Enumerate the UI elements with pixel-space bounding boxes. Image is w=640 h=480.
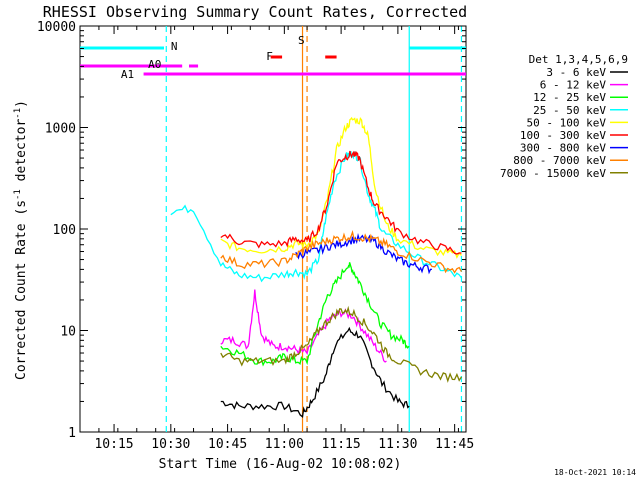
- annotations: N A0 A1 F S: [80, 34, 466, 81]
- legend-header: Det 1,3,4,5,6,9: [529, 53, 628, 66]
- y-axis-label-mid: detector: [14, 119, 29, 190]
- series-line: [220, 116, 462, 259]
- x-tick-label: 11:45: [435, 437, 474, 452]
- y-axis-label-sup1: -1: [13, 189, 23, 200]
- legend-label: 25 - 50 keV: [533, 104, 606, 117]
- x-tick-label: 11:30: [378, 437, 417, 452]
- plot-border: [79, 25, 467, 433]
- legend-label: 800 - 7000 keV: [513, 154, 606, 167]
- x-tick-label: 10:45: [208, 437, 247, 452]
- series-line: [220, 305, 463, 383]
- x-axis-label: Start Time (16-Aug-02 10:08:02): [159, 457, 402, 472]
- y-tick-label: 10000: [37, 20, 76, 35]
- series-line: [220, 289, 387, 363]
- legend-label: 7000 - 15000 keV: [500, 167, 606, 180]
- legend-label: 300 - 800 keV: [520, 142, 606, 155]
- y-axis-label-main: Corrected Count Rate (s: [14, 200, 29, 380]
- x-tick-label: 11:15: [322, 437, 361, 452]
- attenuator-a0-label: A0: [148, 58, 161, 71]
- attenuator-a1-label: A1: [121, 68, 134, 81]
- saa-label: S: [298, 34, 305, 47]
- footer-date: 18-Oct-2021 10:14: [554, 468, 636, 477]
- legend-label: 3 - 6 keV: [546, 66, 606, 79]
- series-line: [170, 150, 463, 283]
- x-tick-label: 10:30: [151, 437, 190, 452]
- plot-frame: [79, 25, 467, 433]
- legend-label: 6 - 12 keV: [540, 79, 607, 92]
- legend-label: 12 - 25 keV: [533, 91, 606, 104]
- series-line: [220, 230, 463, 274]
- y-tick-label: 100: [53, 223, 76, 238]
- legend-label: 100 - 300 keV: [520, 129, 606, 142]
- y-tick-label: 10: [60, 325, 76, 340]
- y-tick-label: 1000: [45, 122, 76, 137]
- night-label: N: [171, 40, 178, 53]
- series-line: [220, 262, 410, 367]
- series-lines: [170, 116, 463, 419]
- chart-title: RHESSI Observing Summary Count Rates, Co…: [43, 3, 467, 21]
- y-axis-label-sup2: -1: [13, 108, 23, 119]
- legend-label: 50 - 100 keV: [527, 116, 607, 129]
- x-tick-label: 11:00: [265, 437, 304, 452]
- series-line: [220, 326, 410, 419]
- axes: 10:15 10:30 10:45 11:00 11:15 11:30 11:45 1 10 10…: [37, 20, 474, 452]
- y-axis-label-end: ): [14, 100, 29, 108]
- event-lines: [165, 26, 463, 432]
- x-tick-label: 10:15: [94, 437, 133, 452]
- flare-label: F: [266, 50, 273, 63]
- y-axis-label: Corrected Count Rate (s-1 detector-1): [13, 100, 29, 380]
- series-line: [220, 150, 462, 255]
- y-tick-label: 1: [68, 426, 76, 441]
